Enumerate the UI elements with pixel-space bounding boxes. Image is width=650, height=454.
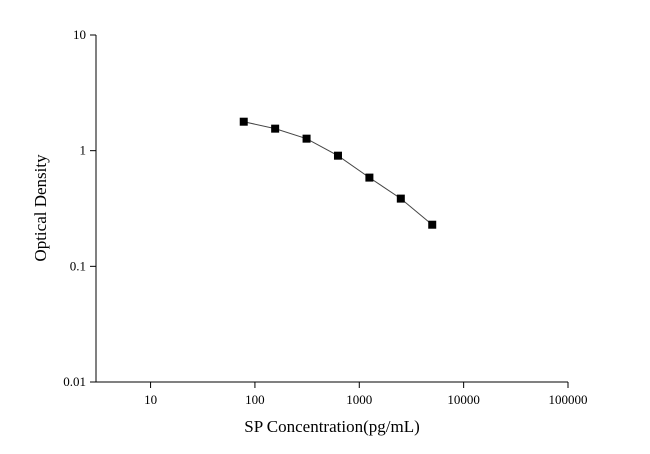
y-tick-label: 0.01 bbox=[63, 374, 86, 389]
x-tick-label: 1000 bbox=[346, 392, 372, 407]
x-axis-title: SP Concentration(pg/mL) bbox=[244, 417, 420, 436]
x-tick-label: 100 bbox=[245, 392, 265, 407]
x-tick-label: 10 bbox=[144, 392, 157, 407]
x-tick-label: 10000 bbox=[447, 392, 480, 407]
x-tick-label: 100000 bbox=[549, 392, 588, 407]
point bbox=[365, 173, 374, 182]
point bbox=[302, 134, 311, 143]
y-tick-label: 10 bbox=[73, 27, 86, 42]
point bbox=[239, 117, 248, 126]
point bbox=[428, 220, 437, 229]
series-line bbox=[243, 121, 433, 226]
y-tick-label: 0.1 bbox=[70, 258, 86, 273]
point bbox=[271, 124, 280, 133]
y-tick-label: 1 bbox=[80, 143, 87, 158]
point bbox=[396, 194, 405, 203]
point bbox=[333, 151, 342, 160]
y-axis-title: Optical Density bbox=[31, 154, 50, 262]
